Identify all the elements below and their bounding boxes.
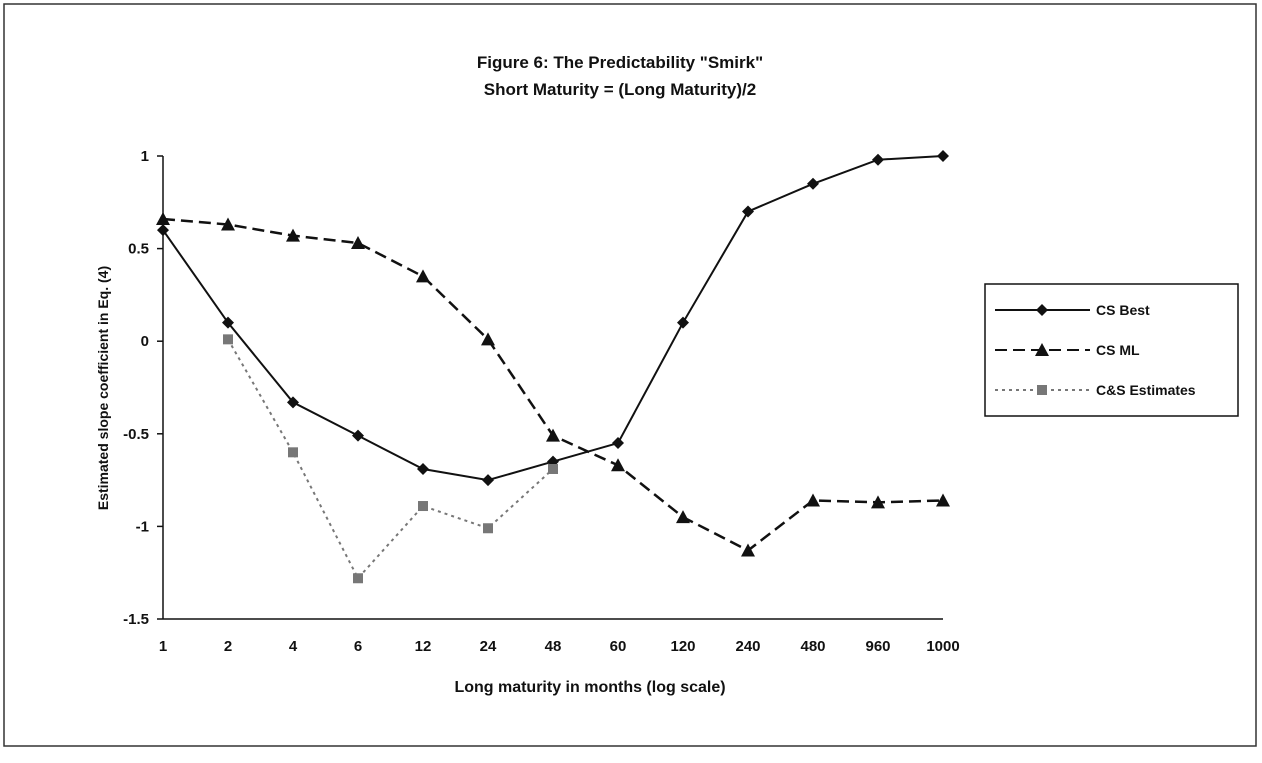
x-tick-label: 240 <box>735 638 760 655</box>
point <box>807 177 819 190</box>
point <box>221 217 235 231</box>
legend-label: C&S Estimates <box>1096 382 1196 398</box>
y-tick-label: 0 <box>141 333 149 350</box>
x-tick-label: 6 <box>354 638 362 655</box>
x-tick-label: 1 <box>159 638 167 655</box>
y-tick-label: -1.5 <box>123 611 149 628</box>
point <box>677 316 689 329</box>
legend-label: CS Best <box>1096 302 1150 318</box>
point <box>806 493 820 507</box>
point <box>1037 385 1047 395</box>
point <box>936 493 950 507</box>
x-tick-label: 2 <box>224 638 232 655</box>
point <box>353 573 363 584</box>
legend-label: CS ML <box>1096 342 1140 358</box>
x-tick-label: 12 <box>415 638 432 655</box>
point <box>483 523 493 534</box>
point <box>937 150 949 162</box>
x-tick-label: 4 <box>289 638 298 655</box>
point <box>286 228 300 242</box>
point <box>482 474 494 487</box>
point <box>1036 304 1048 316</box>
point <box>548 463 558 474</box>
y-tick-label: -0.5 <box>123 426 149 443</box>
x-axis-label: Long maturity in months (log scale) <box>454 679 725 696</box>
point <box>156 211 170 225</box>
point <box>223 334 233 345</box>
point <box>872 153 884 166</box>
y-tick-label: -1 <box>136 518 149 535</box>
point <box>352 429 364 442</box>
point <box>418 501 428 512</box>
point <box>1035 343 1049 356</box>
point <box>546 428 560 442</box>
chart-title: Figure 6: The Predictability "Smirk" <box>477 53 763 72</box>
point <box>742 205 754 218</box>
y-tick-label: 0.5 <box>128 241 149 258</box>
series-line <box>227 338 554 581</box>
point <box>871 495 885 509</box>
x-tick-label: 1000 <box>926 638 959 655</box>
point <box>611 458 625 472</box>
y-tick-label: 1 <box>141 148 149 165</box>
point <box>287 396 299 409</box>
point <box>612 437 624 450</box>
point <box>416 269 430 283</box>
x-tick-label: 960 <box>865 638 890 655</box>
chart-subtitle: Short Maturity = (Long Maturity)/2 <box>484 80 756 99</box>
legend-box <box>984 283 1239 417</box>
point <box>741 543 755 557</box>
point <box>676 510 690 524</box>
x-tick-label: 48 <box>545 638 562 655</box>
x-tick-label: 480 <box>800 638 825 655</box>
point <box>288 447 298 458</box>
x-tick-label: 120 <box>670 638 695 655</box>
y-axis-label: Estimated slope coefficient in Eq. (4) <box>95 266 111 510</box>
frame <box>3 3 1257 747</box>
x-tick-label: 60 <box>610 638 627 655</box>
point <box>481 332 495 346</box>
x-tick-label: 24 <box>480 638 497 655</box>
series-line <box>162 217 944 552</box>
point <box>351 236 365 250</box>
point <box>157 224 169 237</box>
point <box>417 462 429 475</box>
point <box>222 316 234 329</box>
